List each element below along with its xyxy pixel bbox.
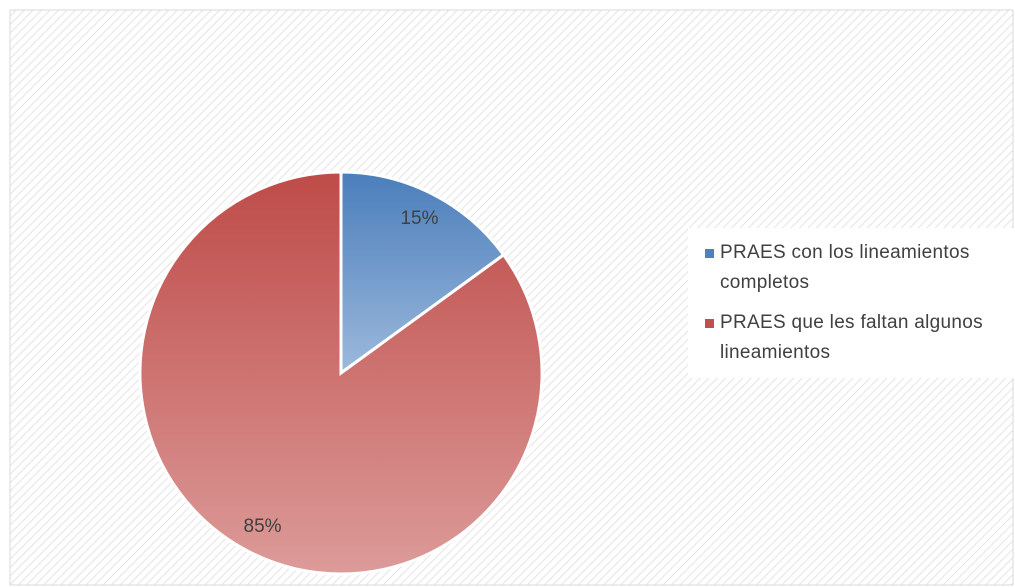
pie-slice bbox=[339, 170, 506, 376]
legend-label: PRAES que les faltan algunos lineamiento… bbox=[720, 312, 983, 363]
data-label: 85% bbox=[244, 516, 282, 537]
legend-entry: PRAES con los lineamientos completos bbox=[688, 238, 1005, 298]
legend: PRAES con los lineamientos completos PRAE… bbox=[688, 228, 1015, 378]
legend-entry: PRAES que les faltan algunos lineamiento… bbox=[688, 308, 1005, 368]
data-label: 15% bbox=[400, 208, 438, 229]
legend-swatch bbox=[705, 249, 714, 258]
legend-swatch bbox=[705, 319, 714, 328]
pie-slice bbox=[138, 170, 544, 576]
legend-label: PRAES con los lineamientos completos bbox=[720, 242, 970, 293]
